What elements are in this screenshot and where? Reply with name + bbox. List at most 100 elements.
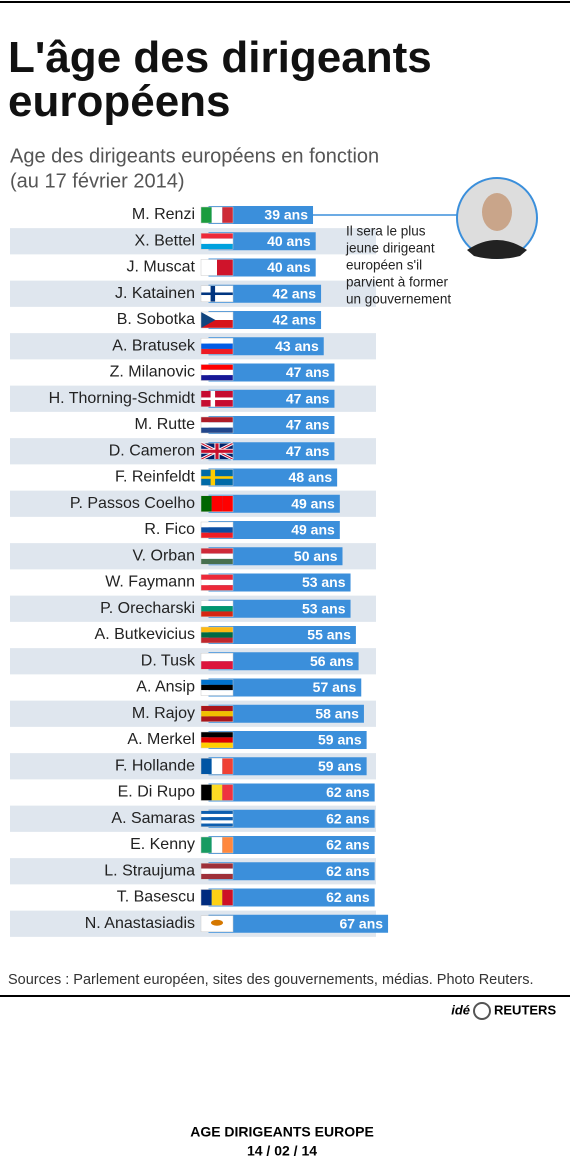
flag-part bbox=[222, 837, 233, 853]
category-label: A. Merkel bbox=[127, 731, 195, 748]
flag-part bbox=[201, 585, 233, 591]
category-label: T. Basescu bbox=[117, 889, 195, 906]
flag-border bbox=[200, 784, 234, 801]
bar bbox=[208, 206, 314, 224]
flag-part bbox=[201, 292, 233, 296]
value-label: 50 ans bbox=[294, 548, 338, 564]
value-label: 59 ans bbox=[318, 732, 362, 748]
bar bbox=[208, 258, 316, 277]
flag-border bbox=[200, 705, 234, 722]
flag-border bbox=[200, 889, 234, 906]
flag-part bbox=[201, 784, 212, 801]
value-label: 59 ans bbox=[318, 758, 362, 774]
value-label: 58 ans bbox=[315, 705, 359, 721]
flag-part bbox=[222, 207, 233, 223]
flag-border bbox=[200, 653, 234, 670]
flag-border bbox=[200, 259, 234, 276]
flag-border bbox=[200, 443, 234, 460]
bar bbox=[208, 678, 362, 697]
flag-border bbox=[200, 416, 234, 434]
category-label: P. Orecharski bbox=[100, 600, 195, 617]
flag bbox=[200, 679, 234, 696]
flag-part bbox=[211, 495, 223, 512]
annotation-line: européen s'il bbox=[346, 258, 422, 273]
flag bbox=[200, 338, 234, 355]
flag-part bbox=[201, 606, 233, 612]
category-label: J. Katainen bbox=[115, 285, 195, 302]
category-label: A. Ansip bbox=[136, 679, 195, 696]
category-label: F. Reinfeldt bbox=[115, 469, 196, 486]
bar bbox=[208, 599, 351, 618]
value-label: 39 ans bbox=[264, 207, 308, 223]
flag-part bbox=[201, 873, 233, 880]
flag-part bbox=[201, 611, 233, 617]
annotation-line: Il sera le plus bbox=[346, 224, 426, 239]
flag-part bbox=[201, 679, 233, 685]
flag-part bbox=[222, 758, 233, 775]
value-label: 55 ans bbox=[307, 627, 351, 643]
flag-part bbox=[211, 837, 223, 853]
category-label: D. Cameron bbox=[109, 442, 195, 459]
flag-border bbox=[200, 233, 234, 250]
category-label: A. Bratusek bbox=[112, 337, 196, 354]
category-label: M. Rajoy bbox=[132, 705, 195, 722]
category-label: Z. Milanovic bbox=[110, 364, 195, 381]
flag-part bbox=[201, 233, 233, 239]
annotation-line: un gouvernement bbox=[346, 292, 451, 307]
bar bbox=[208, 311, 322, 329]
flag-border bbox=[200, 915, 234, 932]
flag-part bbox=[201, 742, 233, 748]
flag bbox=[200, 626, 234, 644]
flag-part bbox=[201, 476, 233, 479]
flag-border bbox=[200, 836, 234, 854]
flag-part bbox=[201, 653, 233, 662]
flag-border bbox=[200, 758, 234, 775]
value-label: 62 ans bbox=[326, 863, 370, 879]
subtitle: (au 17 février 2014) bbox=[10, 170, 185, 192]
flag bbox=[200, 548, 234, 565]
bar bbox=[208, 284, 322, 303]
category-label: A. Butkevicius bbox=[95, 626, 195, 643]
flag-part bbox=[201, 522, 233, 528]
flag-part bbox=[201, 889, 212, 906]
flag-part bbox=[201, 863, 233, 869]
flag-border bbox=[200, 731, 234, 749]
subtitle: Age des dirigeants européens en fonction bbox=[10, 145, 379, 167]
flag-part bbox=[201, 364, 233, 370]
flag-part bbox=[201, 312, 233, 320]
flag bbox=[200, 705, 234, 722]
flag-border bbox=[200, 679, 234, 696]
value-label: 62 ans bbox=[326, 837, 370, 853]
flag-border bbox=[200, 600, 234, 617]
flag-part bbox=[201, 817, 233, 821]
flag bbox=[200, 469, 234, 486]
bar bbox=[208, 363, 335, 382]
category-label: A. Samaras bbox=[111, 810, 195, 827]
flag-part bbox=[201, 661, 233, 670]
flag bbox=[200, 390, 234, 407]
value-label: 48 ans bbox=[289, 469, 333, 485]
flag-border bbox=[200, 626, 234, 644]
value-label: 47 ans bbox=[286, 417, 330, 433]
flag-part bbox=[217, 259, 233, 276]
flag-border bbox=[200, 311, 234, 329]
bar bbox=[208, 809, 375, 828]
flag-part bbox=[201, 705, 233, 712]
credit-logo bbox=[473, 1002, 491, 1020]
flag-part bbox=[201, 312, 216, 328]
value-label: 40 ans bbox=[267, 259, 311, 275]
flag-part bbox=[201, 820, 233, 824]
flag-border bbox=[200, 574, 234, 591]
flag-part bbox=[201, 320, 233, 328]
annotation-line: jeune dirigeant bbox=[345, 241, 435, 256]
category-label: W. Faymann bbox=[105, 574, 195, 591]
flag-border bbox=[200, 390, 234, 407]
bar bbox=[208, 547, 343, 566]
flag bbox=[200, 836, 234, 854]
flag-part bbox=[201, 338, 233, 344]
category-label: M. Renzi bbox=[132, 206, 195, 223]
flag bbox=[200, 863, 234, 880]
flag bbox=[200, 653, 234, 670]
flag-part bbox=[201, 427, 233, 433]
